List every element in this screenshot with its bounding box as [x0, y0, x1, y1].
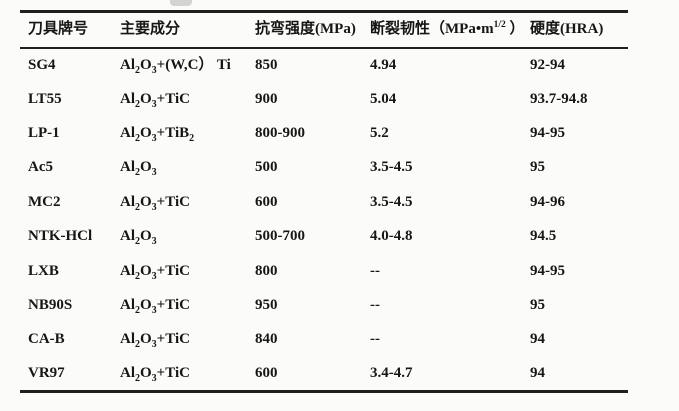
cell-composition: Al2O3+TiC [120, 331, 190, 351]
cell-toughness: 3.4-4.7 [370, 357, 530, 393]
table-row: CA-B Al2O3+TiC 840 -- 94 [20, 323, 628, 357]
cell-brand: NB90S [28, 296, 73, 313]
cell-toughness: 5.2 [370, 124, 389, 141]
cell-composition: Al2O3+(W,C） Ti [120, 56, 231, 76]
cell-strength: 800 [255, 262, 278, 279]
cell-hardness: 95 [530, 159, 545, 176]
cell-hardness: 95 [530, 296, 545, 313]
cell-toughness: 4.0-4.8 [370, 228, 413, 245]
cell-brand: NTK-HCl [28, 228, 93, 245]
cell-brand: CA-B [28, 331, 65, 348]
cell-toughness: 4.94 [370, 56, 397, 73]
cell-strength: 840 [255, 331, 278, 348]
table-row: NB90S Al2O3+TiC 950 -- 95 [20, 288, 628, 322]
table-row: LT55 Al2O3+TiC 900 5.04 93.7-94.8 [20, 82, 628, 116]
cell-composition: Al2O3+TiC [120, 296, 190, 316]
cell-brand: MC2 [28, 193, 61, 210]
cell-composition: Al2O3+TiC [120, 262, 190, 282]
cell-strength: 600 [255, 193, 278, 210]
cell-brand: VR97 [20, 357, 120, 393]
table-row: LP-1 Al2O3+TiB2 800-900 5.2 94-95 [20, 116, 628, 150]
cell-brand: LT55 [28, 90, 62, 107]
cell-brand: Ac5 [28, 159, 53, 176]
cell-hardness: 94-96 [530, 193, 565, 210]
cell-brand: LP-1 [28, 124, 60, 141]
cell-toughness: -- [370, 262, 380, 279]
table-body: SG4 Al2O3+(W,C） Ti 850 4.94 92-94 LT55 Al2O3+T… [20, 48, 628, 393]
cell-toughness: -- [370, 296, 380, 313]
column-header-hardness: 硬度(HRA) [530, 10, 628, 49]
cell-hardness: 94 [530, 331, 545, 348]
cell-composition: Al2O3+TiC [120, 90, 190, 110]
cell-toughness: 5.04 [370, 90, 397, 107]
cell-hardness: 92-94 [530, 56, 565, 73]
tool-materials-table: 刀具牌号 主要成分 抗弯强度(MPa) 断裂韧性（MPa•m1/2 ）硬度(HRA) … [20, 10, 628, 393]
cell-toughness: -- [370, 331, 380, 348]
table-row: NTK-HCl Al2O3 500-700 4.0-4.8 94.5 [20, 219, 628, 253]
cell-composition: Al2O3+TiC [120, 357, 255, 393]
cell-composition: Al2O3+TiB2 [120, 124, 195, 144]
cell-hardness: 94.5 [530, 228, 557, 245]
column-header-toughness: 断裂韧性（MPa•m1/2 ） [370, 10, 530, 49]
column-header-brand: 刀具牌号 [20, 10, 120, 49]
cell-hardness: 94-95 [530, 262, 565, 279]
column-header-composition: 主要成分 [120, 10, 255, 49]
table-row: VR97 Al2O3+TiC 600 3.4-4.7 94 [20, 357, 628, 393]
cell-strength: 800-900 [255, 124, 305, 141]
cell-composition: Al2O3 [120, 228, 157, 248]
cell-hardness: 93.7-94.8 [530, 90, 588, 107]
cell-composition: Al2O3 [120, 159, 157, 179]
cell-strength: 950 [255, 296, 278, 313]
scan-artifact [170, 0, 192, 6]
cell-strength: 600 [255, 357, 370, 393]
cell-brand: LXB [28, 262, 59, 279]
cell-composition: Al2O3+TiC [120, 193, 190, 213]
cell-brand: SG4 [28, 56, 56, 73]
table-row: LXB Al2O3+TiC 800 -- 94-95 [20, 254, 628, 288]
cell-toughness: 3.5-4.5 [370, 193, 413, 210]
cell-strength: 900 [255, 90, 278, 107]
header-row: 刀具牌号 主要成分 抗弯强度(MPa) 断裂韧性（MPa•m1/2 ）硬度(HRA) [20, 10, 628, 49]
cell-hardness: 94-95 [530, 124, 565, 141]
cell-hardness: 94 [530, 357, 628, 393]
table-row: MC2 Al2O3+TiC 600 3.5-4.5 94-96 [20, 185, 628, 219]
column-header-strength: 抗弯强度(MPa) [255, 10, 370, 49]
cell-toughness: 3.5-4.5 [370, 159, 413, 176]
table-row: SG4 Al2O3+(W,C） Ti 850 4.94 92-94 [20, 48, 628, 82]
cell-strength: 850 [255, 56, 278, 73]
cell-strength: 500-700 [255, 228, 305, 245]
table-row: Ac5 Al2O3 500 3.5-4.5 95 [20, 151, 628, 185]
cell-strength: 500 [255, 159, 278, 176]
